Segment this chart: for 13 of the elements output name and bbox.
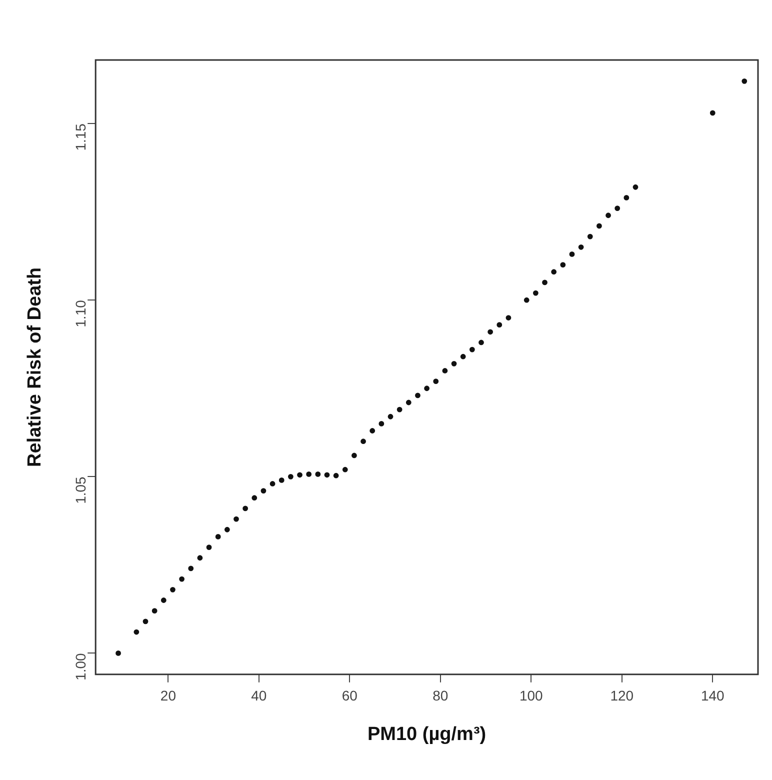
- x-tick-label: 80: [432, 688, 448, 704]
- y-tick-label: 1.05: [72, 476, 88, 504]
- x-tick-label: 140: [700, 688, 725, 704]
- x-tick-label: 120: [610, 688, 634, 704]
- y-tick-label: 1.00: [72, 653, 88, 680]
- y-axis-title: Relative Risk of Death: [24, 267, 46, 467]
- x-tick-label: 100: [519, 688, 544, 704]
- y-tick-label: 1.10: [72, 300, 88, 328]
- x-tick-label: 60: [342, 688, 358, 704]
- x-tick-label: 40: [251, 688, 267, 704]
- x-tick-label: 20: [160, 688, 176, 704]
- x-axis-title: PM10 (µg/m³): [367, 724, 486, 745]
- y-tick-label: 1.15: [72, 123, 88, 151]
